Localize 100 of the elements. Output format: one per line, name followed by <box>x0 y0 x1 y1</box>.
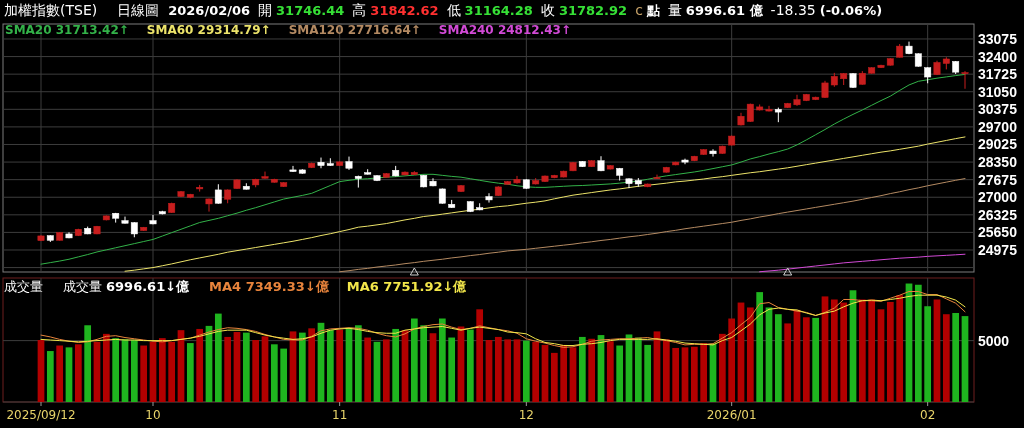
bar <box>354 325 362 402</box>
y-tick-label: 30375 <box>978 101 1018 118</box>
candlestick <box>709 148 717 158</box>
x-tick-label: 11 <box>332 408 348 422</box>
bar <box>270 344 278 402</box>
bar <box>868 299 876 402</box>
bar <box>438 318 446 402</box>
candlestick <box>214 183 222 205</box>
bar <box>242 332 250 402</box>
bar <box>784 323 792 402</box>
y-tick-label: 24975 <box>978 241 1018 258</box>
text: -18.35 (-0.06%) <box>770 2 883 18</box>
bar <box>252 340 260 402</box>
x-tick-label: 12 <box>518 408 534 422</box>
bar <box>504 339 512 402</box>
text: SMA120 27716.64↑ <box>288 23 421 37</box>
bar <box>158 338 166 402</box>
bar <box>560 344 568 402</box>
bar <box>606 341 614 402</box>
bar <box>700 343 708 402</box>
bar <box>56 345 64 402</box>
chart-subtitle: 日線圖 <box>117 2 160 18</box>
bar <box>672 347 680 402</box>
bar <box>616 345 624 402</box>
bar <box>662 339 670 402</box>
x-tick-label: 10 <box>145 408 161 422</box>
bar <box>466 329 474 402</box>
bar <box>326 330 334 402</box>
bar <box>336 329 344 402</box>
text: SMA60 29314.79↑ <box>146 23 271 37</box>
candlestick <box>261 171 269 180</box>
line-series <box>339 178 966 273</box>
bar <box>224 336 232 402</box>
text: MA6 7751.92↓億 <box>346 279 468 294</box>
y-tick-label: 27000 <box>978 189 1018 206</box>
bar <box>448 337 456 402</box>
y-tick-label: 31050 <box>978 83 1018 100</box>
text: 開 31746.44 <box>258 2 345 18</box>
bar <box>914 284 922 402</box>
y-tick-label: 26325 <box>978 206 1018 223</box>
line-series <box>124 136 966 272</box>
bar <box>728 318 736 402</box>
bar <box>382 339 390 402</box>
candlestick <box>289 165 297 173</box>
bar <box>261 336 269 402</box>
bar <box>513 339 521 402</box>
y-tick-label: 31725 <box>978 66 1018 83</box>
bar <box>588 338 596 402</box>
y-tick-label: 28350 <box>978 154 1018 171</box>
candlestick <box>485 192 493 204</box>
bar <box>644 344 652 402</box>
bar <box>802 317 810 402</box>
bar <box>410 318 418 402</box>
candlestick <box>317 157 325 169</box>
bar <box>933 299 941 402</box>
text: c 點 <box>635 2 660 18</box>
candlestick <box>793 94 801 107</box>
text: MA4 7349.33↓億 <box>209 279 330 294</box>
text: SMA20 31713.42↑ <box>5 23 129 37</box>
bar <box>429 333 437 402</box>
bar <box>214 313 222 402</box>
bar <box>550 352 558 402</box>
bar <box>186 343 194 402</box>
bar <box>476 309 484 402</box>
y-tick-label: 27675 <box>978 171 1018 188</box>
bar <box>392 328 400 402</box>
bar <box>756 292 764 402</box>
bar <box>280 348 288 402</box>
y-tick-label: 29025 <box>978 136 1018 153</box>
chart-title: 加權指數(TSE) <box>4 2 98 18</box>
bar <box>532 341 540 402</box>
bar <box>84 325 92 402</box>
bar <box>634 337 642 402</box>
bar <box>886 301 894 402</box>
bar <box>420 325 428 402</box>
bar <box>112 338 120 402</box>
bar <box>140 345 148 402</box>
y-tick-label: 32400 <box>978 48 1018 65</box>
bar <box>308 328 316 402</box>
bar <box>298 332 306 402</box>
bar <box>494 336 502 402</box>
bar <box>102 333 110 402</box>
text: SMA240 24812.43↑ <box>438 23 571 37</box>
bar <box>364 337 372 402</box>
candlestick <box>149 214 157 225</box>
text: 2026/02/06 <box>168 3 251 18</box>
bar <box>130 340 138 402</box>
bar <box>924 306 932 402</box>
bar <box>681 347 689 402</box>
bar <box>830 299 838 402</box>
bar <box>569 347 577 402</box>
candlestick <box>653 174 661 180</box>
candlestick <box>746 103 754 123</box>
bar <box>896 295 904 402</box>
text: 收 31782.92 <box>540 2 628 18</box>
bar <box>858 299 866 402</box>
x-tick-label: 02 <box>920 408 936 422</box>
bar <box>942 314 950 402</box>
bar <box>746 307 754 402</box>
text: 量 6996.61 億 <box>667 2 764 18</box>
